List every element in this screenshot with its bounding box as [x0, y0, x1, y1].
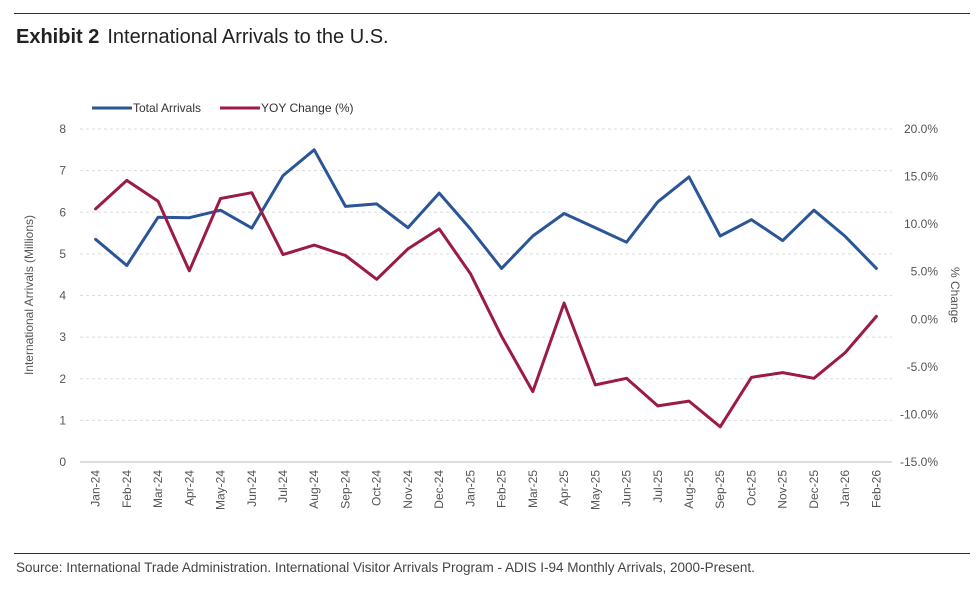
x-tick-label: Dec-25	[807, 470, 821, 509]
gridlines	[80, 128, 892, 421]
x-tick-label: Jun-25	[620, 470, 634, 507]
right-tick-label: -15.0%	[900, 455, 938, 469]
left-tick-label: 3	[59, 330, 66, 344]
x-tick-label: Oct-24	[370, 470, 384, 506]
x-tick-label: Jan-24	[89, 470, 103, 507]
right-tick-label: 10.0%	[904, 217, 938, 231]
chart-title: Exhibit 2 International Arrivals to the U…	[16, 26, 389, 49]
right-tick-label: -5.0%	[907, 360, 939, 374]
left-axis-ticks: 0 1 2 3 4 5 6 7 8	[59, 122, 66, 469]
series-line-yoy-change	[94, 178, 878, 429]
x-tick-label: May-25	[588, 470, 602, 510]
bottom-rule	[14, 553, 970, 554]
x-axis-ticks: Jan-24 Feb-24 Mar-24 Apr-24 May-24 Jun-24 Jul-…	[89, 470, 884, 510]
x-tick-label: Mar-25	[526, 470, 540, 508]
x-tick-label: Nov-25	[776, 470, 790, 509]
series-lines	[94, 148, 878, 429]
x-tick-label: Dec-24	[432, 470, 446, 509]
exhibit-title: International Arrivals to the U.S.	[107, 26, 389, 48]
left-tick-label: 1	[59, 413, 66, 427]
left-tick-label: 7	[59, 164, 66, 178]
x-tick-label: Jul-24	[276, 470, 290, 503]
x-tick-label: Jan-25	[463, 470, 477, 507]
x-tick-label: Sep-25	[713, 470, 727, 509]
x-tick-label: Jun-24	[245, 470, 259, 507]
legend: Total Arrivals YOY Change (%)	[92, 101, 354, 115]
right-tick-label: -10.0%	[900, 407, 938, 421]
x-tick-label: Mar-24	[151, 470, 165, 508]
legend-label-yoy-change: YOY Change (%)	[261, 101, 354, 115]
source-note: Source: International Trade Administrati…	[16, 560, 755, 575]
right-tick-label: 20.0%	[904, 122, 938, 136]
series-line-total-arrivals	[94, 148, 878, 270]
x-tick-label: Jan-26	[838, 470, 852, 507]
left-tick-label: 5	[59, 247, 66, 261]
left-tick-label: 4	[59, 289, 66, 303]
x-tick-label: Apr-24	[182, 470, 196, 506]
x-tick-label: Aug-25	[682, 470, 696, 509]
left-tick-label: 6	[59, 205, 66, 219]
x-tick-label: Nov-24	[401, 470, 415, 509]
x-tick-label: Apr-25	[557, 470, 571, 506]
left-tick-label: 0	[59, 455, 66, 469]
x-tick-label: Jul-25	[651, 470, 665, 503]
left-tick-label: 8	[59, 122, 66, 136]
x-tick-label: May-24	[214, 470, 228, 510]
right-tick-label: 5.0%	[911, 265, 939, 279]
x-tick-label: Aug-24	[307, 470, 321, 509]
x-tick-label: Sep-24	[338, 470, 352, 509]
x-tick-label: Feb-24	[120, 470, 134, 508]
exhibit-label: Exhibit 2	[16, 26, 100, 48]
right-tick-label: 15.0%	[904, 170, 938, 184]
x-tick-label: Feb-26	[869, 470, 883, 508]
right-tick-label: 0.0%	[911, 312, 939, 326]
x-tick-label: Oct-25	[744, 470, 758, 506]
right-axis-ticks: -15.0% -10.0% -5.0% 0.0% 5.0% 10.0% 15.0% 20.0%	[900, 122, 938, 469]
right-axis-title: % Change	[948, 267, 962, 323]
legend-label-total-arrivals: Total Arrivals	[133, 101, 201, 115]
left-axis-title: International Arrivals (Millions)	[22, 215, 36, 375]
top-rule	[14, 13, 970, 14]
x-tick-label: Feb-25	[495, 470, 509, 508]
left-tick-label: 2	[59, 372, 66, 386]
